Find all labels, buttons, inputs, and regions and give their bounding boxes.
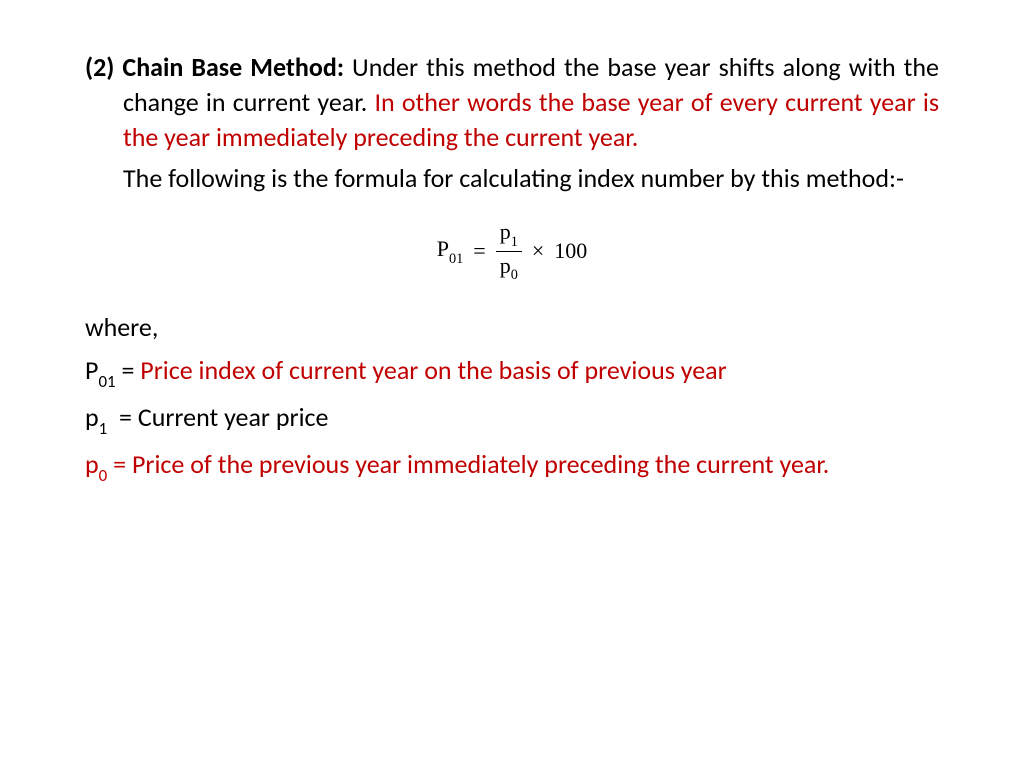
- slide: (2) Chain Base Method: Under this method…: [0, 0, 1024, 768]
- definition-p0: p0 = Price of the previous year immediat…: [85, 447, 939, 486]
- def-p01-sym-sub: 01: [98, 371, 115, 392]
- heading-lead: (2) Chain Base Method:: [85, 51, 352, 83]
- formula-numerator: p1: [496, 220, 522, 250]
- def-p01-sym-base: P: [85, 354, 98, 386]
- def-p1-gap: [107, 401, 119, 433]
- formula-times: ×: [532, 236, 544, 266]
- def-p0-eq: =: [107, 448, 132, 480]
- formula-hundred: 100: [554, 236, 587, 266]
- formula-den-base: p: [500, 253, 511, 278]
- def-p1-sym-sub: 1: [99, 418, 108, 439]
- def-p0-sym-sub: 0: [99, 465, 108, 486]
- paragraph-heading: (2) Chain Base Method: Under this method…: [85, 50, 939, 155]
- def-p01-desc: Price index of current year on the basis…: [140, 354, 726, 386]
- formula-denominator: p0: [496, 251, 522, 282]
- formula-num-sub: 1: [511, 234, 518, 250]
- def-p1-desc: Current year price: [138, 401, 329, 433]
- formula-num-base: p: [500, 219, 511, 244]
- formula-lhs: P01: [437, 234, 464, 268]
- def-p1-sym-base: p: [85, 401, 99, 433]
- definition-p01: P01 = Price index of current year on the…: [85, 353, 939, 392]
- def-p0-sym-base: p: [85, 448, 99, 480]
- paragraph-formula-intro: The following is the formula for calcula…: [85, 161, 939, 196]
- def-p01-eq: =: [116, 354, 141, 386]
- formula-inline: P01 = p1 p0 × 100: [437, 220, 588, 282]
- formula-lhs-base: P: [437, 236, 449, 261]
- formula-lhs-sub: 01: [449, 251, 463, 267]
- definition-p1: p1 = Current year price: [85, 400, 939, 439]
- where-label: where,: [85, 310, 939, 345]
- def-p1-eq: =: [119, 401, 138, 433]
- formula-den-sub: 0: [511, 267, 518, 283]
- def-p0-desc: Price of the previous year immediately p…: [132, 448, 829, 480]
- formula-eq: =: [473, 236, 485, 266]
- formula-fraction: p1 p0: [496, 220, 522, 282]
- formula: P01 = p1 p0 × 100: [85, 220, 939, 282]
